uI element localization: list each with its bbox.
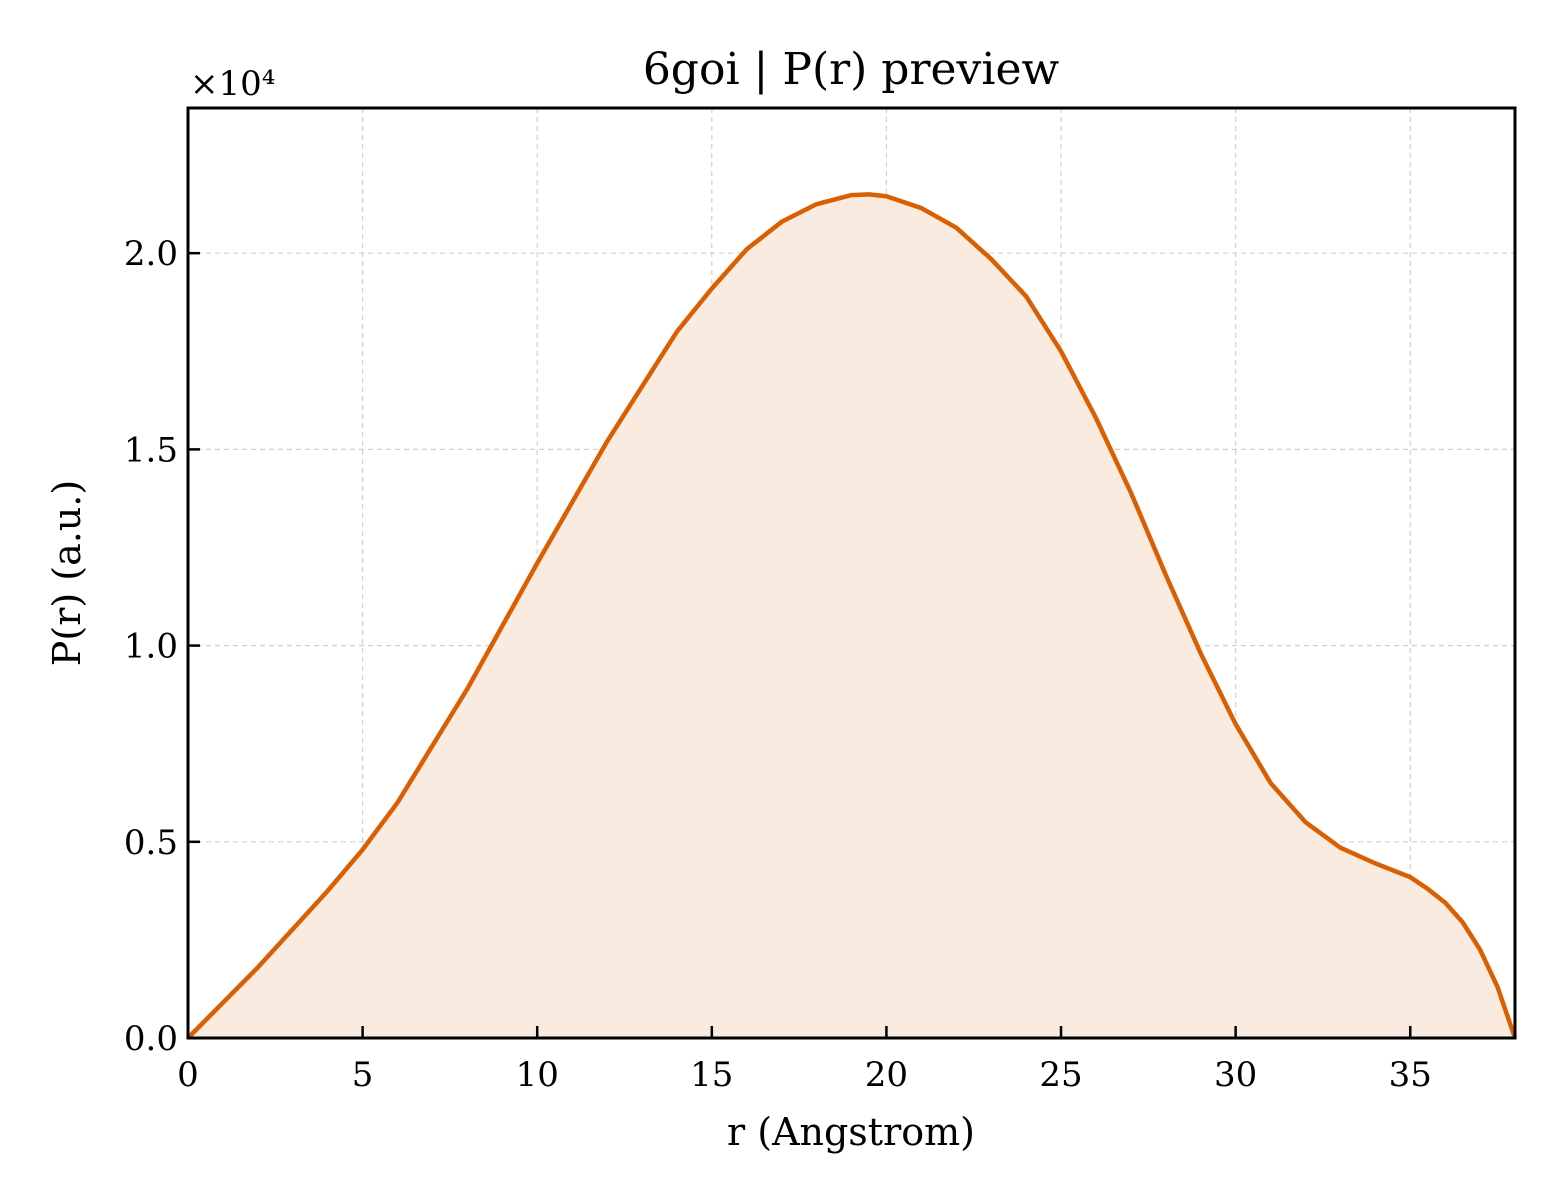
y-tick-label: 2.0 xyxy=(124,234,178,274)
series-area-fill xyxy=(188,194,1515,1038)
y-axis-label: P(r) (a.u.) xyxy=(45,480,89,666)
x-tick-label: 25 xyxy=(1039,1055,1082,1095)
y-tick-label: 1.5 xyxy=(124,430,178,470)
plot-frame xyxy=(186,106,1517,1040)
x-tick-label: 0 xyxy=(177,1055,199,1095)
chart-title: 6goi | P(r) preview xyxy=(643,44,1060,95)
axis-ticks: 0 5 10 15 20 25 30 35 0.0 0.5 1.0 1.5 2.0 xyxy=(124,234,1432,1095)
y-tick-label: 0.5 xyxy=(124,823,178,863)
x-tick-label: 35 xyxy=(1389,1055,1432,1095)
x-tick-label: 30 xyxy=(1214,1055,1257,1095)
y-offset-label: ×10⁴ xyxy=(190,64,275,104)
x-tick-label: 10 xyxy=(516,1055,559,1095)
y-tick-label: 1.0 xyxy=(124,627,178,667)
plot-area xyxy=(186,192,1518,1040)
series-line xyxy=(186,192,1518,1040)
x-tick-label: 20 xyxy=(865,1055,908,1095)
x-axis-label: r (Angstrom) xyxy=(727,1110,975,1154)
y-tick-label: 0.0 xyxy=(124,1019,178,1059)
x-tick-label: 15 xyxy=(690,1055,733,1095)
x-tick-label: 5 xyxy=(352,1055,374,1095)
